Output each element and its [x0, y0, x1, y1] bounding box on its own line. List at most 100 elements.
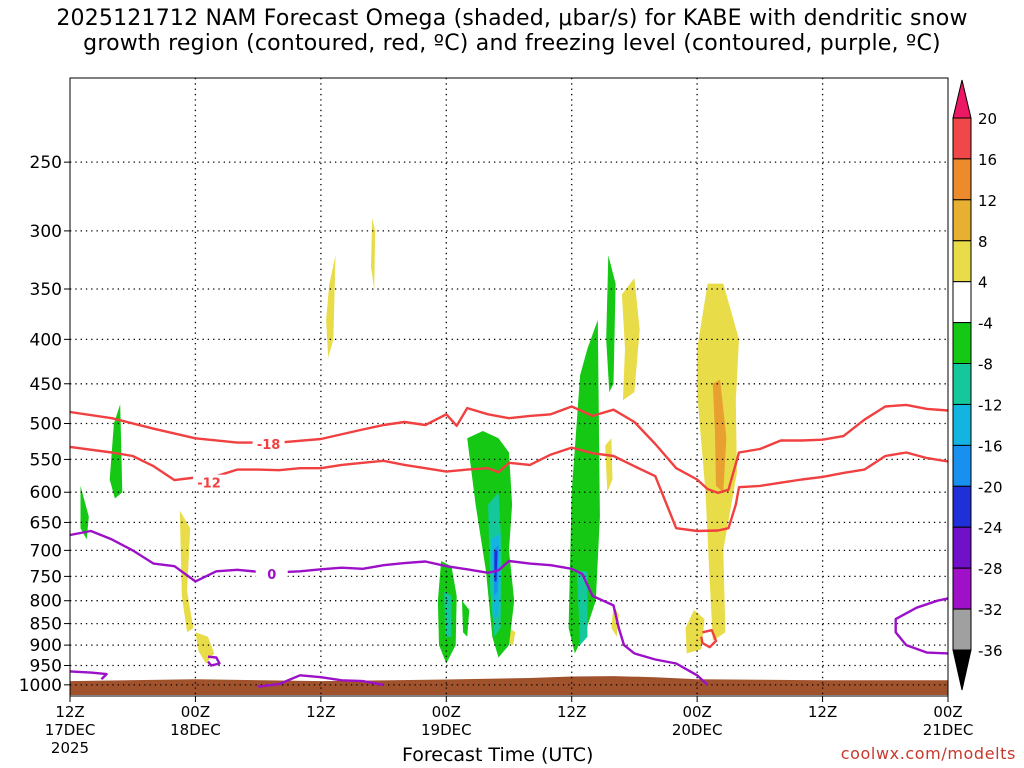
plot-area: -18 -12 0 250 300 350 400 450 500 550 600 650 700 750…	[19, 77, 974, 757]
omega-region-6	[611, 605, 619, 637]
x-tick-label-84-0: 00Z	[933, 703, 962, 721]
freezing-level-contour-3	[69, 670, 108, 681]
x-tick-label-12-1: 18DEC	[170, 721, 221, 739]
colorbar-bin-6	[952, 363, 972, 405]
colorbar-bin-0	[952, 117, 972, 160]
y-tick-label-700: 700	[30, 541, 62, 561]
y-tick-label-550: 550	[30, 450, 62, 470]
y-tick-label-300: 300	[30, 222, 62, 242]
title-line-2: growth region (contoured, red, ºC) and f…	[83, 31, 941, 56]
colorbar-label-3: 8	[978, 233, 988, 251]
dgz-contour--18-0	[69, 403, 949, 495]
colorbar-bin-2	[952, 199, 972, 242]
colorbar-bin-4	[952, 281, 972, 324]
colorbar-label-13: -36	[978, 642, 1003, 660]
omega-region-10	[509, 628, 516, 646]
x-tick-label-84-1: 21DEC	[923, 721, 974, 739]
contour-label-0: -18	[257, 438, 281, 453]
x-tick-label-24-0: 12Z	[306, 703, 335, 721]
x-tick-label-60-1: 20DEC	[672, 721, 723, 739]
y-tick-label-950: 950	[30, 657, 62, 677]
colorbar-bin-8	[952, 444, 972, 487]
freezing-level-contour-2	[69, 529, 709, 686]
y-tick-label-900: 900	[30, 636, 62, 656]
x-tick-label-36-1: 19DEC	[421, 721, 472, 739]
y-tick-label-800: 800	[30, 592, 62, 612]
dgz-contour--12-1	[69, 445, 949, 533]
omega-region-12	[80, 485, 89, 540]
colorbar-label-5: -4	[978, 315, 993, 333]
title-line-1: 2025121712 NAM Forecast Omega (shaded, μ…	[56, 6, 968, 31]
omega-region-23	[494, 550, 498, 582]
colorbar-label-11: -28	[978, 560, 1003, 578]
x-tick-label-12-0: 00Z	[181, 703, 210, 721]
x-tick-label-0-1: 17DEC	[45, 721, 96, 739]
omega-region-4	[621, 278, 640, 401]
colorbar-label-8: -16	[978, 437, 1003, 455]
y-tick-label-350: 350	[30, 280, 62, 300]
colorbar-label-9: -20	[978, 478, 1003, 496]
y-tick-label-1000: 1000	[19, 676, 62, 696]
colorbar-top-arrow	[952, 79, 972, 119]
x-tick-label-0-2: 2025	[51, 739, 89, 757]
colorbar-bin-3	[952, 240, 972, 283]
colorbar-label-12: -32	[978, 601, 1003, 619]
omega-region-0	[326, 255, 336, 358]
colorbar-bin-9	[952, 485, 972, 528]
omega-region-19	[444, 591, 452, 637]
colorbar-label-0: 20	[978, 110, 997, 128]
freezing-level-contour-6	[207, 655, 221, 667]
contour-label-bg-1	[193, 474, 226, 491]
colorbar-label-1: 16	[978, 151, 997, 169]
contour-label-bg-2	[255, 565, 288, 582]
freezing-level-contour-5	[894, 597, 949, 655]
colorbar-label-6: -8	[978, 356, 993, 374]
colorbar: 20 16 12 8 4 -4 -8 -12 -16 -20 -24 -28 -32 -36	[952, 79, 1003, 691]
y-tick-label-600: 600	[30, 483, 62, 503]
y-tick-label-500: 500	[30, 414, 62, 434]
x-tick-label-72-0: 12Z	[808, 703, 837, 721]
omega-region-8	[685, 610, 705, 654]
chart-title: 2025121712 NAM Forecast Omega (shaded, μ…	[0, 6, 1024, 56]
freezing-level-contour-4	[257, 674, 384, 688]
colorbar-bin-10	[952, 526, 972, 569]
plot-frame	[69, 77, 949, 697]
colorbar-label-7: -12	[978, 396, 1003, 414]
omega-region-1	[371, 218, 376, 289]
colorbar-bottom-arrow	[952, 649, 972, 691]
x-tick-label-36-0: 00Z	[432, 703, 461, 721]
contours: -18 -12 0	[69, 403, 949, 688]
omega-region-2	[179, 510, 194, 633]
x-tick-label-60-0: 00Z	[682, 703, 711, 721]
contour-label-bg-0	[252, 436, 285, 453]
colorbar-label-4: 4	[978, 274, 988, 292]
y-axis-labels: 2503003504004505005506006507007508008509…	[19, 153, 70, 696]
colorbar-bin-5	[952, 322, 972, 365]
contour-label-1: -12	[197, 477, 221, 492]
y-tick-label-850: 850	[30, 615, 62, 635]
x-tick-label-0-0: 12Z	[55, 703, 84, 721]
omega-region-9	[712, 379, 727, 493]
x-tick-label-48-0: 12Z	[557, 703, 586, 721]
colorbar-bin-12	[952, 608, 972, 651]
y-tick-label-400: 400	[30, 330, 62, 350]
y-tick-label-450: 450	[30, 375, 62, 395]
colorbar-label-2: 12	[978, 192, 997, 210]
y-tick-label-750: 750	[30, 567, 62, 587]
omega-region-20	[576, 571, 588, 646]
credit-link[interactable]: coolwx.com/modelts	[840, 744, 1016, 763]
y-tick-label-650: 650	[30, 513, 62, 533]
freezing-level-contour-7	[700, 629, 718, 649]
omega-region-11	[109, 404, 123, 499]
omega-region-17	[462, 600, 470, 637]
colorbar-bin-11	[952, 567, 972, 610]
omega-region-14	[606, 255, 616, 393]
x-axis-title: Forecast Time (UTC)	[402, 744, 594, 766]
colorbar-bin-7	[952, 404, 972, 446]
omega-region-5	[605, 438, 613, 493]
y-tick-label-250: 250	[30, 153, 62, 173]
gridlines	[70, 78, 948, 696]
contour-label-2: 0	[267, 568, 276, 583]
